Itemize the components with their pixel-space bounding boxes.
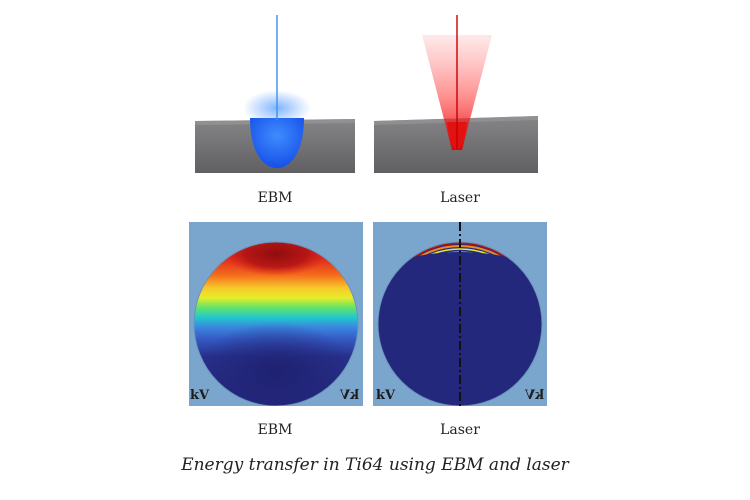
- ebm-kv-left: kV: [190, 388, 210, 403]
- laser-kv-left: kV: [376, 388, 396, 403]
- ebm-energy-map: [189, 222, 363, 406]
- laser-kv-right-mirrored: kV: [525, 388, 545, 403]
- laser-energy-map: [373, 222, 547, 406]
- ebm-kv-right-mirrored: kV: [340, 388, 360, 403]
- laser-top-label: Laser: [440, 190, 480, 206]
- laser-beam-illustration: [374, 15, 538, 173]
- ebm-top-label: EBM: [257, 190, 293, 206]
- ebm-beam-illustration: [195, 15, 355, 173]
- laser-bottom-label: Laser: [440, 422, 480, 438]
- figure-caption: Energy transfer in Ti64 using EBM and la…: [181, 455, 569, 475]
- ebm-bottom-label: EBM: [257, 422, 293, 438]
- ebm-melt-pool: [250, 118, 304, 168]
